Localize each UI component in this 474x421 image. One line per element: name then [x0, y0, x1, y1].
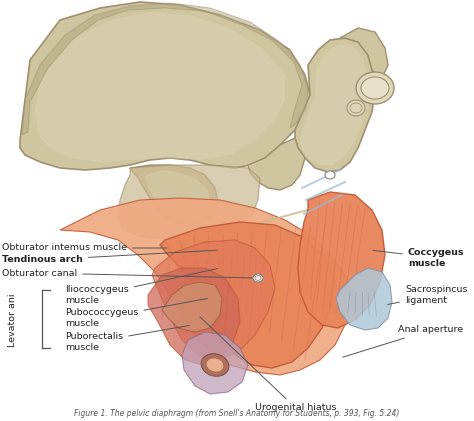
Polygon shape	[336, 268, 392, 330]
Text: Puborectalis
muscle: Puborectalis muscle	[65, 325, 189, 352]
Text: Anal aperture: Anal aperture	[343, 325, 463, 357]
Text: Obturator canal: Obturator canal	[2, 269, 252, 278]
Ellipse shape	[253, 274, 263, 282]
Polygon shape	[148, 268, 240, 365]
Text: Sacrospincus
ligament: Sacrospincus ligament	[388, 285, 467, 305]
Text: Iliococcygeus
muscle: Iliococcygeus muscle	[65, 269, 217, 305]
Text: Obturator intemus muscle: Obturator intemus muscle	[2, 243, 167, 253]
Polygon shape	[152, 240, 275, 360]
Polygon shape	[340, 28, 388, 78]
Text: Pubococcygeus
muscle: Pubococcygeus muscle	[65, 298, 207, 328]
Polygon shape	[162, 282, 222, 332]
Ellipse shape	[206, 358, 224, 372]
Polygon shape	[130, 165, 218, 225]
Text: Coccygeus
muscle: Coccygeus muscle	[373, 248, 465, 268]
Ellipse shape	[255, 275, 261, 280]
Polygon shape	[145, 170, 210, 222]
Polygon shape	[160, 222, 335, 368]
Polygon shape	[300, 44, 368, 165]
Ellipse shape	[347, 100, 365, 116]
Ellipse shape	[325, 171, 335, 179]
Polygon shape	[182, 332, 248, 394]
Polygon shape	[20, 2, 310, 170]
Text: Urogenital hiatus: Urogenital hiatus	[200, 317, 337, 413]
Ellipse shape	[361, 77, 389, 99]
Ellipse shape	[201, 354, 229, 376]
Polygon shape	[248, 138, 305, 190]
Polygon shape	[298, 192, 385, 328]
Polygon shape	[35, 12, 285, 162]
Polygon shape	[22, 3, 308, 135]
Text: Tendinous arch: Tendinous arch	[2, 250, 217, 264]
Text: Figure 1. The pelvic diaphragm (from Snell's Anatomy for Students, p. 393, Fig. : Figure 1. The pelvic diaphragm (from Sne…	[74, 409, 400, 418]
Ellipse shape	[356, 72, 394, 104]
Polygon shape	[60, 198, 350, 375]
Ellipse shape	[350, 103, 362, 113]
Polygon shape	[295, 38, 375, 172]
Text: Levator ani: Levator ani	[8, 293, 17, 347]
Polygon shape	[118, 165, 260, 238]
